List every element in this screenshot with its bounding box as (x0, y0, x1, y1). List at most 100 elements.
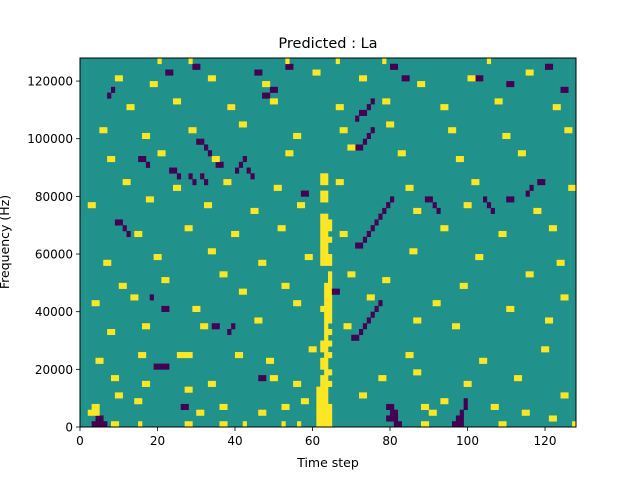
plot-area (79, 57, 577, 428)
heatmap-cell (176, 98, 182, 105)
x-tick-label: 40 (227, 434, 242, 448)
heatmap-cell (494, 403, 499, 411)
heatmap-cell (219, 161, 224, 168)
heatmap-cell (316, 386, 321, 393)
heatmap-cell (378, 375, 383, 382)
heatmap-cell (421, 403, 426, 411)
heatmap-cell (359, 392, 364, 399)
heatmap-cell (262, 409, 267, 416)
heatmap-cell (324, 352, 329, 359)
heatmap-cell (324, 386, 329, 393)
heatmap-cell (281, 225, 286, 232)
heatmap-cell (312, 69, 317, 76)
y-tick-label: 100000 (27, 132, 73, 146)
heatmap-cell (219, 403, 224, 411)
heatmap-cell (308, 346, 313, 353)
heatmap-cell (324, 242, 329, 249)
x-tick-label: 60 (305, 434, 320, 448)
heatmap-cell (320, 196, 325, 203)
heatmap-cell (188, 352, 193, 359)
heatmap-cell (328, 311, 333, 318)
heatmap-cell (242, 121, 247, 128)
heatmap-cell (138, 156, 143, 163)
heatmap-cell (324, 248, 329, 255)
heatmap-cell (103, 421, 108, 428)
heatmap-cell (211, 75, 216, 82)
x-axis-label: Time step (296, 455, 359, 470)
heatmap-cell (401, 150, 406, 157)
y-tick-label: 20000 (35, 363, 73, 377)
heatmap-cell (91, 300, 96, 307)
heatmap-cell (440, 104, 445, 111)
heatmap-cell (258, 317, 263, 324)
heatmap-cell (401, 75, 406, 82)
heatmap-cell (386, 98, 391, 105)
heatmap-cell (339, 179, 344, 186)
heatmap-cell (324, 409, 329, 416)
heatmap-cell (463, 202, 468, 209)
heatmap-cell (157, 363, 162, 370)
heatmap-cell (242, 288, 247, 295)
heatmap-cell (471, 75, 476, 82)
heatmap-cell (95, 421, 100, 428)
heatmap-cell (173, 167, 178, 174)
heatmap-cell (417, 207, 422, 214)
heatmap-cell (227, 328, 232, 336)
heatmap-cell (250, 173, 255, 180)
heatmap-cell (366, 317, 371, 324)
heatmap-cell (138, 421, 143, 428)
heatmap-cell (324, 398, 329, 405)
y-tick-label: 60000 (35, 248, 73, 262)
heatmap-cell (262, 375, 267, 382)
heatmap-cell (479, 75, 484, 82)
heatmap-cell (374, 219, 379, 226)
heatmap-cell (153, 254, 158, 261)
heatmap-cell (184, 352, 189, 359)
heatmap-cell (142, 352, 147, 359)
heatmap-cell (324, 305, 329, 312)
heatmap-cell (572, 184, 577, 191)
heatmap-cell (328, 300, 333, 307)
heatmap-cell (455, 421, 461, 428)
heatmap-cell (297, 132, 302, 140)
heatmap-cell (366, 104, 371, 111)
heatmap-cell (320, 346, 325, 353)
heatmap-cell (204, 144, 209, 151)
heatmap-cell (215, 161, 220, 168)
heatmap-cell (320, 236, 325, 243)
heatmap-cell (347, 144, 352, 151)
heatmap-cell (184, 403, 189, 411)
heatmap-cell (432, 300, 437, 307)
heatmap-cell (277, 184, 282, 191)
heatmap-cell (409, 248, 414, 255)
heatmap-cell (231, 104, 236, 111)
heatmap-cell (424, 421, 430, 428)
heatmap-cell (324, 259, 329, 266)
heatmap-cell (269, 86, 275, 93)
heatmap-cell (107, 156, 112, 163)
heatmap-cell (142, 380, 147, 387)
heatmap-cell (211, 156, 216, 163)
heatmap-cell (114, 219, 120, 226)
heatmap-cell (312, 346, 317, 353)
heatmap-cell (176, 352, 182, 359)
heatmap-cell (517, 375, 523, 382)
heatmap-cell (169, 167, 174, 174)
heatmap-cell (165, 69, 170, 76)
heatmap-cell (324, 363, 329, 370)
heatmap-cell (463, 380, 468, 387)
heatmap-cell (320, 254, 325, 261)
heatmap-cell (192, 305, 197, 312)
heatmap-cell (196, 138, 201, 145)
heatmap-cell (386, 277, 391, 284)
heatmap-cell (134, 230, 139, 238)
heatmap-cell (370, 127, 375, 134)
heatmap-cell (490, 403, 495, 411)
heatmap-cell (262, 92, 267, 99)
heatmap-cell (390, 409, 395, 416)
heatmap-cell (455, 415, 461, 422)
heatmap-cell (324, 317, 329, 324)
heatmap-cell (393, 415, 399, 422)
heatmap-cell (328, 259, 333, 266)
heatmap-cell (254, 207, 259, 214)
